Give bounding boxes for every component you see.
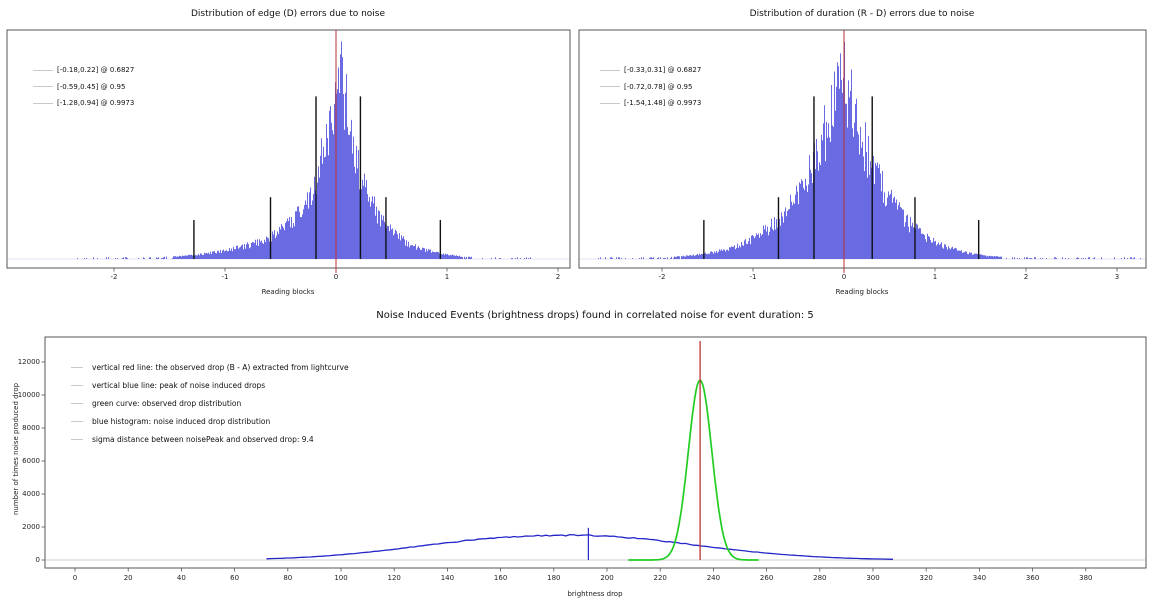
x-tick-label: 240 [706, 574, 721, 582]
legend-line-swatch [600, 69, 620, 71]
y-tick-label: 0 [35, 556, 40, 564]
x-tick-label: 280 [813, 574, 827, 582]
x-tick-label: 2 [555, 272, 561, 281]
noise-histogram-bars [77, 41, 531, 260]
x-tick-label: 0 [333, 272, 339, 281]
noise-histogram-bars [598, 41, 1141, 260]
legend-item: [-1.28,0.94] @ 0.9973 [33, 95, 134, 112]
duration-legend: [-0.33,0.31] @ 0.6827 [-0.72,0.78] @ 0.95… [600, 62, 701, 112]
legend-item: vertical blue line: peak of noise induce… [71, 376, 349, 394]
y-tick-label: 8000 [22, 424, 40, 432]
legend-line-swatch [71, 438, 83, 440]
legend-line-swatch [33, 102, 53, 104]
x-tick-label: 3 [1114, 272, 1120, 281]
legend-item-label: sigma distance between noisePeak and obs… [92, 434, 314, 444]
y-tick-label: 10000 [17, 391, 40, 399]
x-tick-label: 2 [1023, 272, 1029, 281]
noise-plot-title: Noise Induced Events (brightness drops) … [376, 310, 814, 321]
x-tick-label: 340 [972, 574, 987, 582]
x-tick-label: 160 [493, 574, 508, 582]
legend-item-label: [-1.28,0.94] @ 0.9973 [57, 99, 135, 108]
x-tick-label: 140 [440, 574, 455, 582]
legend-item: [-0.18,0.22] @ 0.6827 [33, 62, 134, 79]
x-tick-label: 20 [123, 574, 133, 582]
x-tick-label: -1 [221, 272, 229, 281]
legend-item-label: vertical red line: the observed drop (B … [92, 362, 349, 372]
legend-line-swatch [600, 102, 620, 104]
plot-frame [44, 336, 1147, 569]
legend-item-label: [-0.18,0.22] @ 0.6827 [57, 66, 135, 75]
x-tick-label: 1 [444, 272, 450, 281]
x-tick-label: 120 [387, 574, 401, 582]
legend-item-label: green curve: observed drop distribution [92, 398, 242, 408]
legend-item: [-0.33,0.31] @ 0.6827 [600, 62, 701, 79]
noise-xaxis-label: brightness drop [567, 590, 623, 598]
legend-line-swatch [71, 384, 83, 386]
legend-item: blue histogram: noise induced drop distr… [71, 412, 349, 430]
duration-xaxis-label: Reading blocks [835, 288, 889, 296]
legend-line-swatch [71, 420, 83, 422]
legend-item-label: blue histogram: noise induced drop distr… [92, 416, 271, 426]
x-tick-label: 320 [919, 574, 933, 582]
legend-item: sigma distance between noisePeak and obs… [71, 430, 349, 448]
legend-item: [-1.54,1.48] @ 0.9973 [600, 95, 701, 112]
legend-item-label: [-0.59,0.45] @ 0.95 [57, 82, 126, 91]
x-tick-label: 40 [176, 574, 186, 582]
y-tick-label: 12000 [17, 358, 40, 366]
x-tick-label: 260 [759, 574, 774, 582]
plot-frame [578, 29, 1147, 269]
x-tick-label: 0 [841, 272, 847, 281]
duration_errors-plot [578, 29, 1147, 273]
x-tick-label: 220 [653, 574, 667, 582]
legend-item-label: [-0.72,0.78] @ 0.95 [624, 82, 693, 91]
edge-legend: [-0.18,0.22] @ 0.6827 [-0.59,0.45] @ 0.95… [33, 62, 134, 112]
x-tick-label: -2 [658, 272, 666, 281]
legend-line-swatch [71, 402, 83, 404]
edge-plot-title: Distribution of edge (D) errors due to n… [190, 9, 386, 19]
x-tick-label: 80 [283, 574, 293, 582]
x-tick-label: 200 [600, 574, 614, 582]
legend-item-label: [-1.54,1.48] @ 0.9973 [624, 99, 702, 108]
duration-plot-title: Distribution of duration (R - D) errors … [749, 9, 975, 19]
x-tick-label: -1 [749, 272, 757, 281]
noise-induced-drop-curve [266, 533, 894, 560]
plot-frame [6, 29, 571, 269]
legend-item-label: [-0.33,0.31] @ 0.6827 [624, 66, 702, 75]
x-tick-label: 300 [866, 574, 880, 582]
noise_induced_events-plot [41, 336, 1147, 572]
y-tick-label: 2000 [22, 523, 40, 531]
legend-line-swatch [600, 86, 620, 88]
legend-item: [-0.72,0.78] @ 0.95 [600, 79, 701, 96]
x-tick-label: 380 [1079, 574, 1093, 582]
observed-drop-curve [628, 378, 759, 561]
legend-item: green curve: observed drop distribution [71, 394, 349, 412]
x-tick-label: 360 [1025, 574, 1040, 582]
noise-legend: vertical red line: the observed drop (B … [71, 358, 349, 448]
legend-line-swatch [33, 86, 53, 88]
legend-line-swatch [71, 366, 83, 368]
edge-xaxis-label: Reading blocks [261, 288, 315, 296]
legend-item-label: vertical blue line: peak of noise induce… [92, 380, 266, 390]
y-tick-label: 4000 [22, 490, 40, 498]
edge_errors-plot [6, 29, 571, 273]
y-tick-label: 6000 [22, 457, 40, 465]
x-tick-label: 100 [334, 574, 348, 582]
x-tick-label: 180 [547, 574, 561, 582]
x-tick-label: 60 [230, 574, 240, 582]
x-tick-label: -2 [110, 272, 118, 281]
legend-item: vertical red line: the observed drop (B … [71, 358, 349, 376]
x-tick-label: 1 [932, 272, 938, 281]
legend-line-swatch [33, 69, 53, 71]
legend-item: [-0.59,0.45] @ 0.95 [33, 79, 134, 96]
x-tick-label: 0 [72, 574, 78, 582]
